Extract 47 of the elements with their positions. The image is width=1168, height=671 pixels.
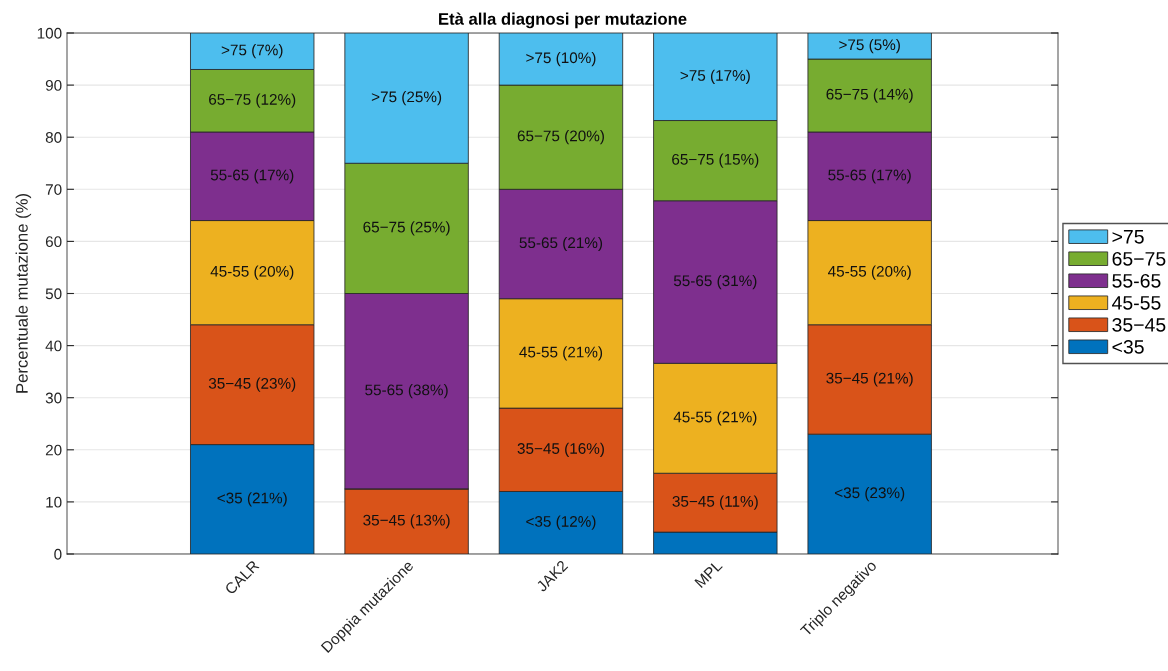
legend-label: 35−45 bbox=[1112, 317, 1166, 332]
legend-label: 55-65 bbox=[1112, 273, 1161, 288]
y-tick-label: 70 bbox=[45, 184, 62, 195]
y-tick-label: 10 bbox=[46, 496, 62, 508]
y-tick-label: 90 bbox=[45, 79, 62, 91]
y-tick-label: 40 bbox=[45, 340, 62, 352]
legend-label: >75 bbox=[1112, 230, 1144, 244]
y-axis-title: Percentuale mutazione (%) bbox=[15, 194, 32, 393]
data-label: >75 (25%) bbox=[371, 91, 442, 106]
data-label: >75 (7%) bbox=[221, 44, 283, 59]
data-label: 65−75 (15%) bbox=[672, 153, 759, 168]
data-label: 45-55 (21%) bbox=[519, 346, 603, 361]
data-label: <35 (23%) bbox=[834, 486, 905, 502]
data-label: 55-65 (17%) bbox=[828, 169, 911, 184]
data-label: 35−45 (21%) bbox=[826, 372, 913, 387]
data-label: 35−45 (16%) bbox=[517, 442, 604, 457]
data-label: 55-65 (38%) bbox=[365, 384, 448, 399]
data-label: 65−75 (20%) bbox=[517, 130, 604, 145]
chart-title: Età alla diagnosi per mutazione bbox=[439, 12, 687, 29]
data-label: 45-55 (20%) bbox=[210, 265, 294, 280]
y-tick-label: 20 bbox=[45, 444, 62, 456]
y-tick-label: 80 bbox=[45, 132, 62, 143]
x-tick-label: MPL bbox=[694, 559, 723, 589]
data-label: 55-65 (31%) bbox=[673, 274, 757, 290]
data-label: >75 (17%) bbox=[680, 69, 750, 84]
data-label: 55-65 (21%) bbox=[519, 236, 603, 252]
data-label: <35 (12%) bbox=[526, 515, 596, 530]
data-label: 45-55 (20%) bbox=[828, 265, 911, 280]
y-tick-label: 0 bbox=[54, 548, 62, 560]
data-label: 55-65 (17%) bbox=[210, 169, 294, 184]
y-tick-label: 50 bbox=[45, 288, 62, 300]
data-label: >75 (5%) bbox=[839, 38, 900, 54]
data-label: 65−75 (25%) bbox=[363, 221, 450, 236]
data-label: 35−45 (11%) bbox=[672, 495, 758, 510]
y-tick-label: 100 bbox=[37, 27, 62, 39]
data-label: >75 (10%) bbox=[526, 51, 596, 67]
legend-label: 65−75 bbox=[1112, 251, 1166, 266]
data-label: 35−45 (23%) bbox=[208, 377, 296, 392]
legend-label: <35 bbox=[1112, 339, 1144, 354]
y-tick-label: 30 bbox=[45, 392, 62, 404]
data-label: 45-55 (21%) bbox=[673, 411, 757, 426]
data-label: 35−45 (13%) bbox=[363, 514, 450, 529]
legend-label: 45-55 bbox=[1112, 296, 1161, 310]
data-label: 65−75 (14%) bbox=[826, 88, 913, 103]
y-tick-label: 60 bbox=[45, 236, 62, 248]
data-label: <35 (21%) bbox=[217, 492, 287, 507]
data-label: 65−75 (12%) bbox=[209, 93, 296, 108]
